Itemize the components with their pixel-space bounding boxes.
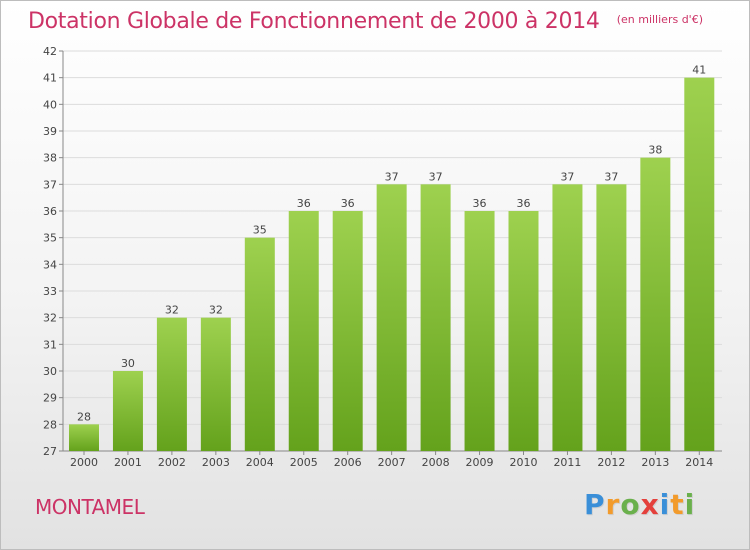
data-labels: 28 30 32 32 35 36 36 37 37 36 36 37 37 38 41 — [77, 64, 706, 424]
x-axis-ticks: 2000 2001 2002 2003 2004 2005 2006 2007 2008 2009… — [70, 456, 713, 469]
y-tick-label: 35 — [43, 232, 57, 245]
x-tick-label: 2000 — [70, 456, 98, 469]
x-tick-label: 2008 — [422, 456, 450, 469]
x-tick-label: 2012 — [597, 456, 625, 469]
x-tick-label: 2003 — [202, 456, 230, 469]
x-tick-label: 2009 — [466, 456, 494, 469]
logo-letter: o — [620, 488, 641, 521]
commune-name: MONTAMEL — [35, 495, 145, 519]
data-label: 37 — [429, 170, 443, 183]
bar — [288, 211, 319, 451]
logo-letter: t — [670, 488, 685, 521]
x-tick-label: 2013 — [641, 456, 669, 469]
bar — [244, 237, 275, 451]
y-tick-label: 27 — [43, 445, 57, 458]
logo-letter: x — [640, 488, 660, 521]
bar — [420, 184, 451, 452]
bar — [596, 184, 627, 452]
bar — [376, 184, 407, 452]
bar — [552, 184, 583, 452]
data-label: 37 — [604, 170, 618, 183]
unit-note: (en milliers d'€) — [616, 13, 703, 26]
x-tick-label: 2010 — [510, 456, 538, 469]
y-tick-label: 36 — [43, 205, 57, 218]
y-tick-label: 30 — [43, 365, 57, 378]
bar — [112, 371, 143, 451]
data-label: 30 — [121, 357, 135, 370]
data-label: 32 — [209, 304, 223, 317]
y-tick-label: 41 — [43, 72, 57, 85]
bar — [69, 424, 99, 451]
x-tick-label: 2004 — [246, 456, 274, 469]
y-tick-label: 31 — [43, 338, 57, 351]
y-tick-label: 39 — [43, 125, 57, 138]
bar — [200, 317, 231, 451]
data-label: 37 — [560, 170, 574, 183]
x-tick-label: 2011 — [553, 456, 581, 469]
data-label: 35 — [253, 224, 267, 237]
x-tick-label: 2002 — [158, 456, 186, 469]
data-label: 37 — [385, 170, 399, 183]
y-tick-label: 38 — [43, 152, 57, 165]
data-label: 36 — [517, 197, 531, 210]
y-tick-label: 37 — [43, 178, 57, 191]
data-label: 36 — [473, 197, 487, 210]
y-tick-label: 34 — [43, 258, 57, 271]
logo-letter: i — [659, 488, 671, 521]
y-axis-ticks: 27 28 29 30 31 32 33 34 35 36 37 38 39 40 41 42 — [43, 45, 57, 458]
bar — [684, 77, 715, 452]
bar — [508, 211, 539, 451]
data-label: 36 — [341, 197, 355, 210]
x-tick-label: 2001 — [114, 456, 142, 469]
bar — [156, 317, 187, 451]
y-tick-label: 29 — [43, 392, 57, 405]
data-label: 32 — [165, 304, 179, 317]
x-tick-label: 2007 — [378, 456, 406, 469]
data-label: 41 — [692, 64, 706, 77]
y-tick-label: 32 — [43, 312, 57, 325]
bars — [69, 77, 715, 452]
chart-title: Dotation Globale de Fonctionnement de 20… — [28, 9, 600, 34]
x-tick-label: 2005 — [290, 456, 318, 469]
y-tick-label: 40 — [43, 98, 57, 111]
data-label: 28 — [77, 410, 91, 423]
x-tick-label: 2014 — [685, 456, 713, 469]
y-tick-label: 33 — [43, 285, 57, 298]
bar — [640, 157, 671, 451]
y-tick-label: 28 — [43, 418, 57, 431]
proxiti-logo: Proxiti — [584, 488, 695, 521]
data-label: 36 — [297, 197, 311, 210]
x-tick-label: 2006 — [334, 456, 362, 469]
logo-letter: i — [684, 488, 696, 521]
logo-letter: r — [605, 488, 621, 521]
data-label: 38 — [648, 144, 662, 157]
y-tick-label: 42 — [43, 45, 57, 58]
chart-title-block: Dotation Globale de Fonctionnement de 20… — [28, 9, 703, 34]
bar — [332, 211, 363, 451]
logo-letter: P — [584, 488, 606, 521]
bar — [464, 211, 495, 451]
